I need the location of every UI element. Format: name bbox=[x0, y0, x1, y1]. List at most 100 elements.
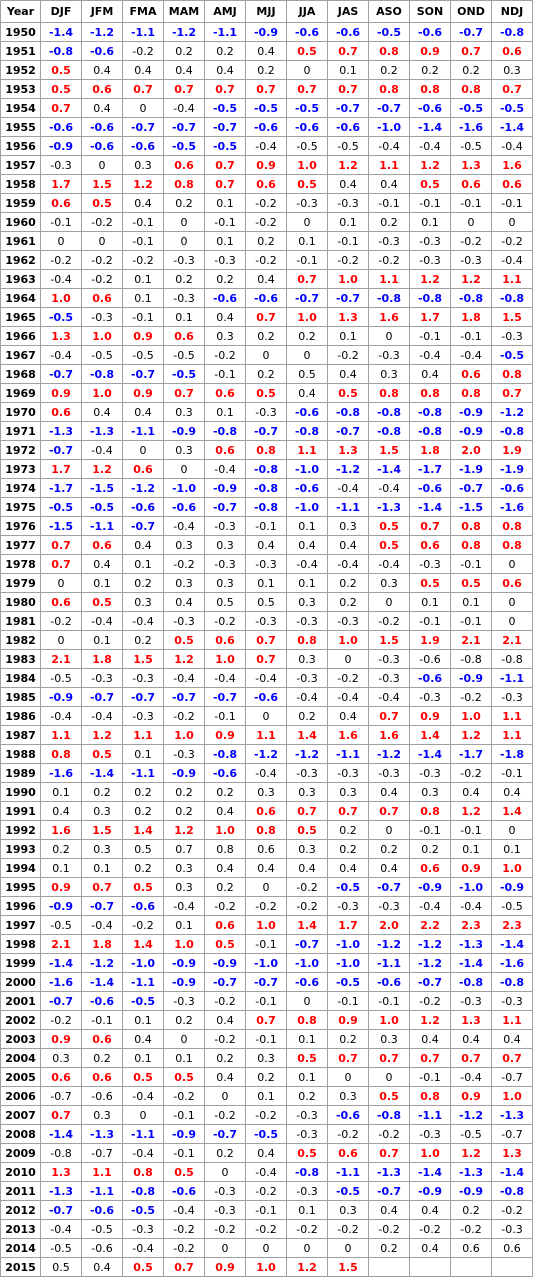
value-cell: 1.2 bbox=[163, 649, 205, 669]
value-cell: 0.3 bbox=[245, 782, 287, 802]
value-cell: 0 bbox=[368, 592, 410, 612]
data-row: 2007 0.7 0.3 0 -0.1 -0.2 -0.2 -0.3 -0.6 -0.8 -1.1-… bbox=[0, 1105, 533, 1125]
value-cell: -1.4 bbox=[40, 953, 82, 973]
value-cell: 0.3 bbox=[327, 782, 369, 802]
value-cell: -0.3 bbox=[409, 763, 451, 783]
year-cell: 1981 bbox=[0, 611, 41, 631]
value-cell: -0.5 bbox=[40, 307, 82, 327]
year-cell: 2000 bbox=[0, 972, 41, 992]
value-cell: -1.6 bbox=[40, 763, 82, 783]
value-cell: -0.2 bbox=[40, 1010, 82, 1030]
value-cell: 0.2 bbox=[286, 326, 328, 346]
value-cell: 0 bbox=[204, 1238, 246, 1258]
value-cell: -0.6 bbox=[491, 478, 533, 498]
value-cell: 1.7 bbox=[40, 459, 82, 479]
value-cell: 0.4 bbox=[122, 1029, 164, 1049]
value-cell: -0.1 bbox=[327, 991, 369, 1011]
value-cell: 1.2 bbox=[450, 725, 492, 745]
value-cell: -0.6 bbox=[122, 136, 164, 156]
value-cell: 0.4 bbox=[409, 364, 451, 384]
value-cell: 0.1 bbox=[163, 307, 205, 327]
data-row: 1952 0.5 0.4 0.4 0.4 0.4 0.2 0 0.1 0.2 0.2 0.2 0.3 bbox=[0, 60, 533, 80]
value-cell: 0.2 bbox=[204, 1048, 246, 1068]
value-cell: -1.3 bbox=[368, 497, 410, 517]
value-cell: 0.8 bbox=[491, 364, 533, 384]
value-cell: 1.2 bbox=[409, 1010, 451, 1030]
value-cell: -0.1 bbox=[409, 1067, 451, 1087]
value-cell: 2.0 bbox=[450, 440, 492, 460]
value-cell: 1.2 bbox=[163, 820, 205, 840]
value-cell: -0.2 bbox=[204, 611, 246, 631]
value-cell: 0.8 bbox=[409, 383, 451, 403]
data-row: 1997 -0.5 -0.4 -0.2 0.1 0.6 1.0 1.4 1.7 2.0 2.2 2.3… bbox=[0, 915, 533, 935]
data-row: 1970 0.6 0.4 0.4 0.3 0.1 -0.3 -0.6 -0.8 -0.8 -0.8-… bbox=[0, 402, 533, 422]
value-cell: -0.1 bbox=[204, 212, 246, 232]
value-cell: -1.2 bbox=[81, 22, 123, 42]
value-cell: -0.1 bbox=[122, 212, 164, 232]
value-cell: 1.5 bbox=[81, 820, 123, 840]
value-cell: 0.5 bbox=[286, 41, 328, 61]
value-cell: 0.2 bbox=[327, 592, 369, 612]
value-cell: -1.0 bbox=[327, 953, 369, 973]
year-cell: 1982 bbox=[0, 630, 41, 650]
value-cell: -1.4 bbox=[409, 497, 451, 517]
value-cell: -0.2 bbox=[204, 1219, 246, 1239]
year-cell: 1967 bbox=[0, 345, 41, 365]
value-cell: -0.3 bbox=[409, 687, 451, 707]
value-cell: -0.7 bbox=[122, 364, 164, 384]
value-cell: -0.2 bbox=[327, 668, 369, 688]
value-cell: -0.2 bbox=[81, 250, 123, 270]
value-cell: -1.3 bbox=[81, 421, 123, 441]
value-cell: -0.3 bbox=[122, 1219, 164, 1239]
value-cell: -1.6 bbox=[491, 497, 533, 517]
value-cell: -0.7 bbox=[409, 972, 451, 992]
value-cell: -1.2 bbox=[368, 934, 410, 954]
value-cell: -0.3 bbox=[163, 611, 205, 631]
value-cell: 0.5 bbox=[286, 364, 328, 384]
value-cell: -1.1 bbox=[81, 1181, 123, 1201]
value-cell: 1.3 bbox=[450, 155, 492, 175]
data-row: 2013 -0.4 -0.5 -0.3 -0.2 -0.2 -0.2 -0.2 -0.2 -0.2… bbox=[0, 1219, 533, 1239]
value-cell: -0.2 bbox=[81, 212, 123, 232]
value-cell: -1.6 bbox=[450, 117, 492, 137]
column-header: FMA bbox=[122, 0, 164, 23]
value-cell: 0.6 bbox=[491, 174, 533, 194]
year-cell: 1978 bbox=[0, 554, 41, 574]
value-cell: -0.4 bbox=[327, 687, 369, 707]
value-cell: 0.8 bbox=[286, 1010, 328, 1030]
value-cell: -0.2 bbox=[245, 250, 287, 270]
year-cell: 1980 bbox=[0, 592, 41, 612]
value-cell: 0.4 bbox=[450, 782, 492, 802]
value-cell: -0.6 bbox=[81, 41, 123, 61]
value-cell: 0.2 bbox=[163, 801, 205, 821]
value-cell: 1.3 bbox=[40, 326, 82, 346]
value-cell: -0.6 bbox=[204, 763, 246, 783]
value-cell: 0.1 bbox=[286, 1200, 328, 1220]
data-row: 1958 1.7 1.5 1.2 0.8 0.7 0.6 0.5 0.4 0.4 0.5 0.6 0.6 bbox=[0, 174, 533, 194]
value-cell: -1.3 bbox=[368, 1162, 410, 1182]
value-cell: -0.3 bbox=[245, 611, 287, 631]
value-cell: -1.4 bbox=[40, 1124, 82, 1144]
data-row: 1991 0.4 0.3 0.2 0.2 0.4 0.6 0.7 0.7 0.7 0.8 1.2 1.4 bbox=[0, 801, 533, 821]
value-cell: -0.7 bbox=[286, 934, 328, 954]
value-cell: -0.7 bbox=[368, 1181, 410, 1201]
value-cell: -0.7 bbox=[81, 1143, 123, 1163]
value-cell: -1.0 bbox=[122, 953, 164, 973]
value-cell: -0.8 bbox=[122, 1181, 164, 1201]
value-cell: -0.2 bbox=[327, 1219, 369, 1239]
column-header: NDJ bbox=[491, 0, 533, 23]
value-cell: -0.5 bbox=[40, 668, 82, 688]
value-cell: -0.7 bbox=[245, 421, 287, 441]
value-cell: -0.1 bbox=[204, 706, 246, 726]
value-cell: 0.4 bbox=[81, 1257, 123, 1277]
year-cell: 1958 bbox=[0, 174, 41, 194]
value-cell: 0 bbox=[163, 459, 205, 479]
value-cell: -1.5 bbox=[81, 478, 123, 498]
value-cell: -1.2 bbox=[286, 744, 328, 764]
value-cell: -0.9 bbox=[163, 421, 205, 441]
value-cell: -1.2 bbox=[491, 402, 533, 422]
value-cell: 0.4 bbox=[245, 1143, 287, 1163]
value-cell: 1.0 bbox=[286, 155, 328, 175]
value-cell: 2.1 bbox=[491, 630, 533, 650]
